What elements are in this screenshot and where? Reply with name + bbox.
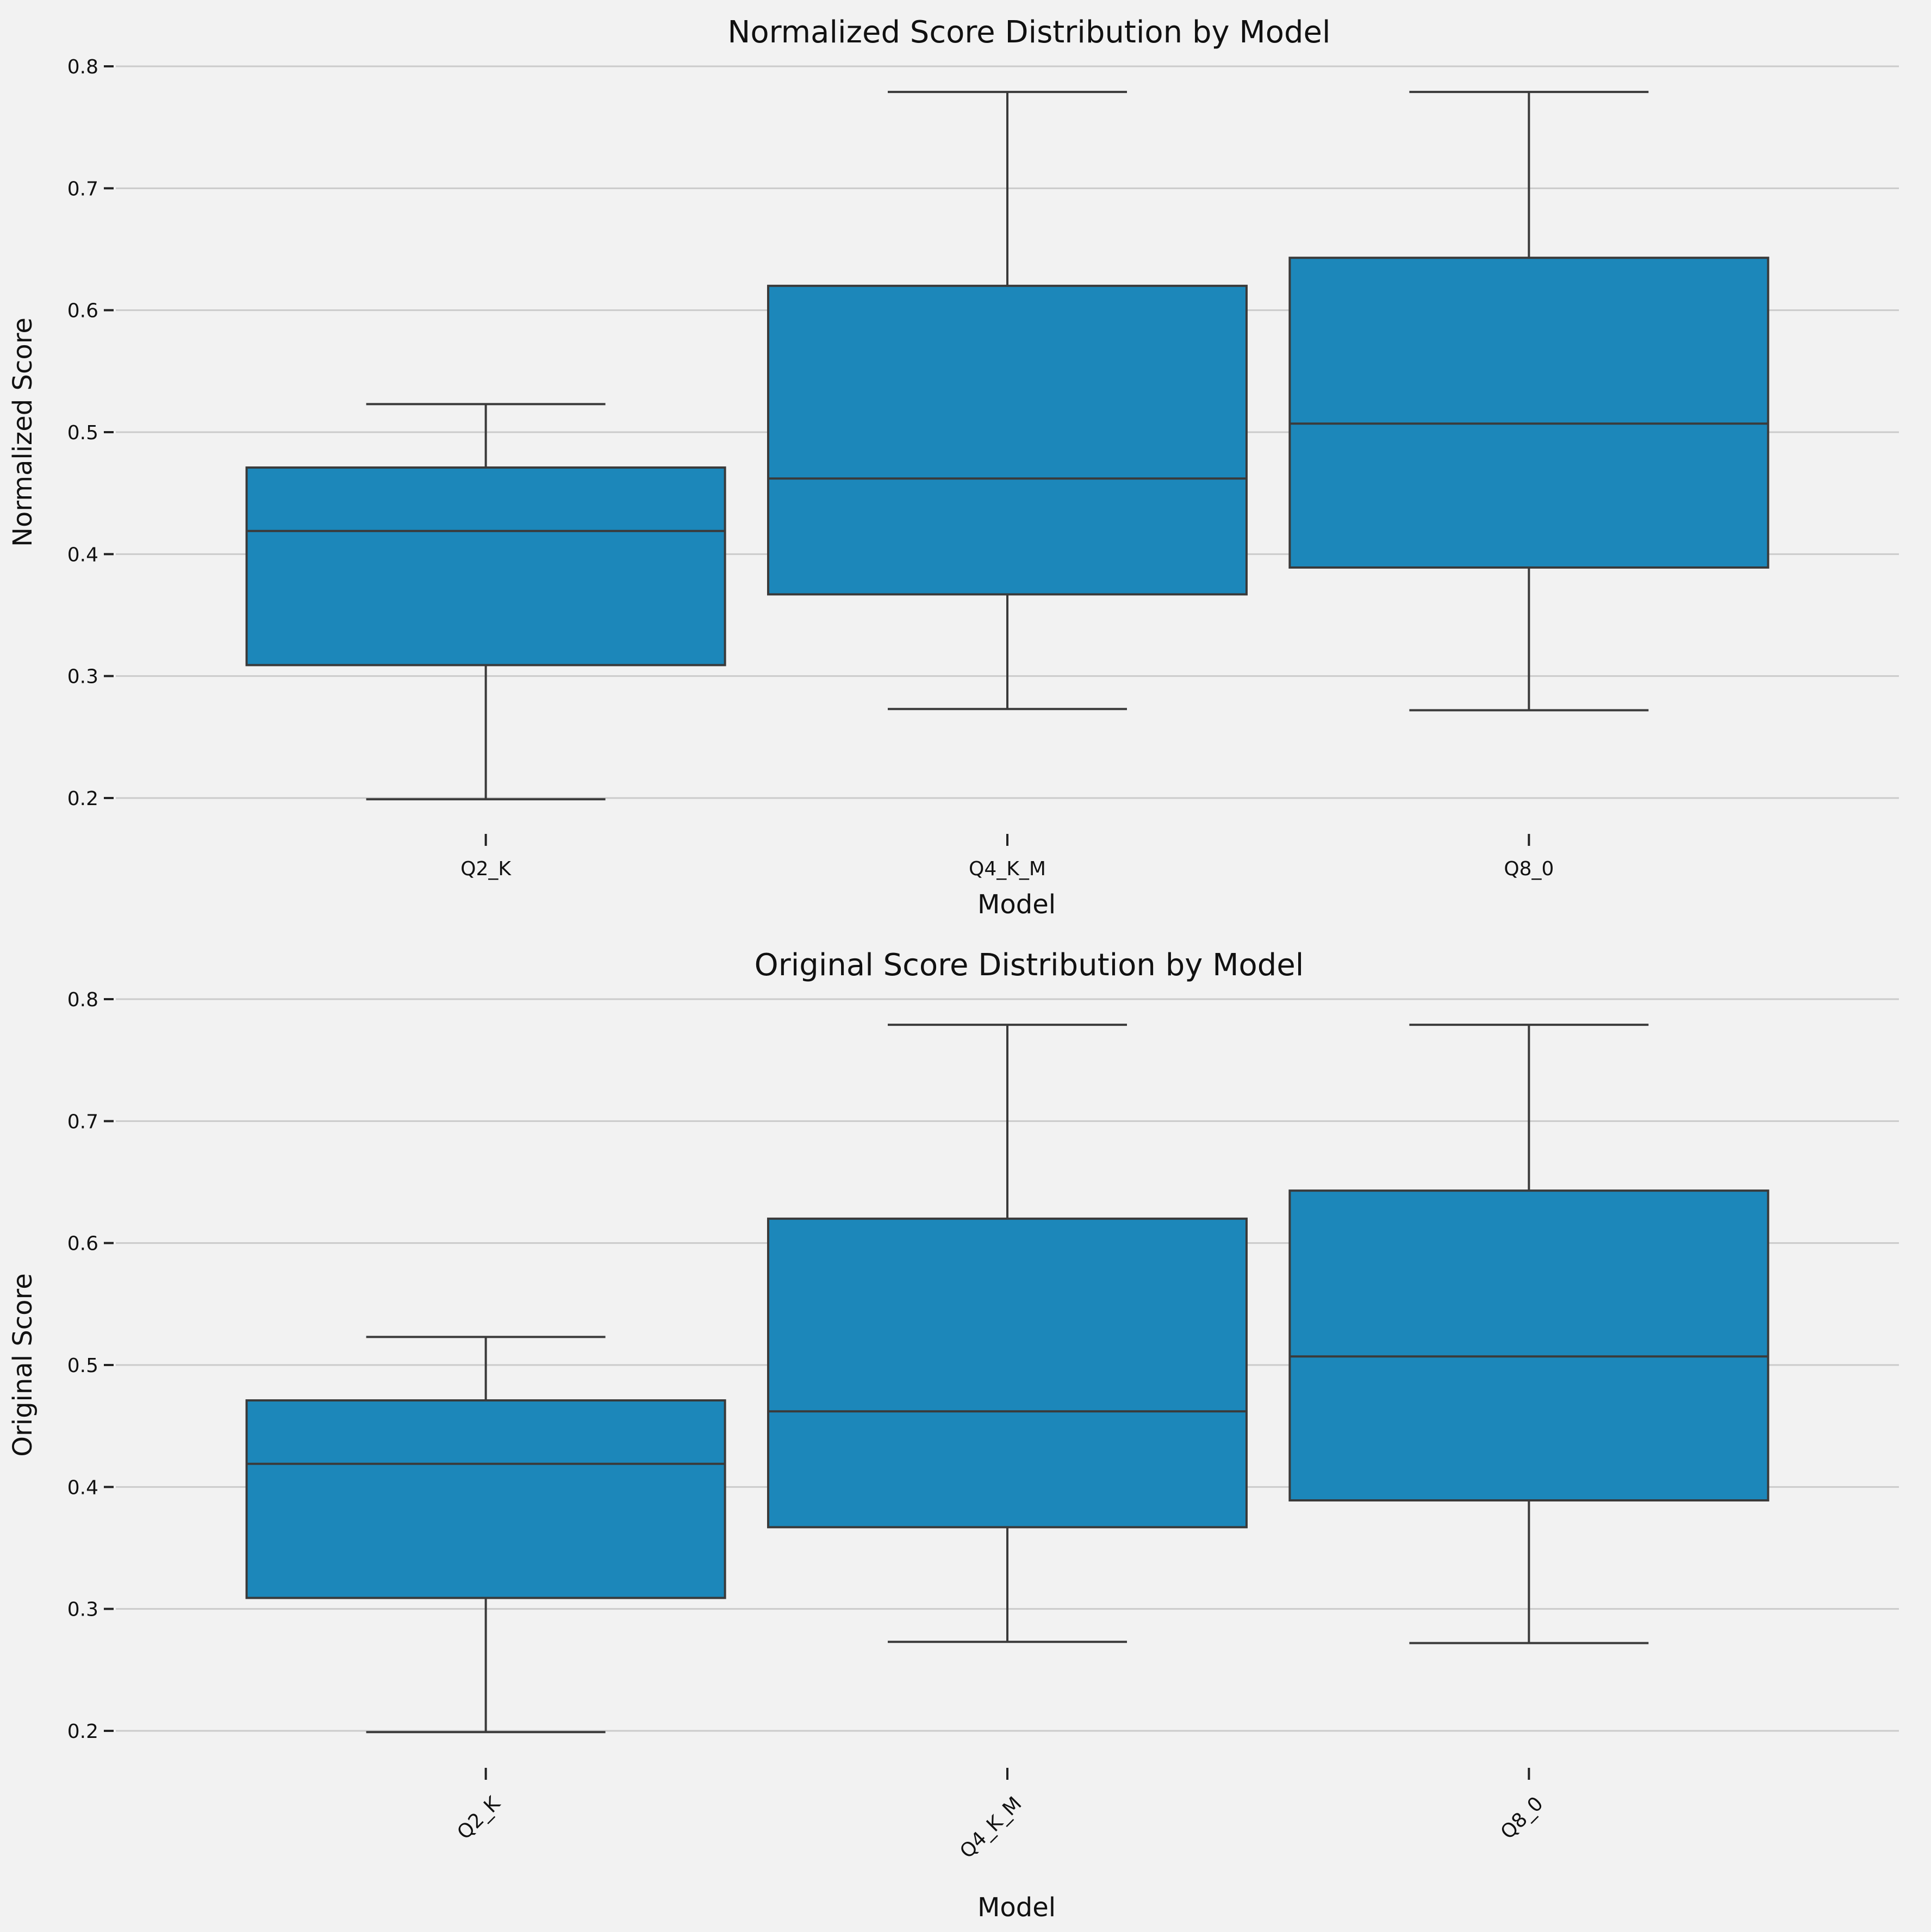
y-tick-label-0-3: 0.3 [67,666,98,688]
y-tick-label-0-8: 0.8 [67,989,98,1011]
box-q4-k-m [767,284,1248,596]
chart-title: Normalized Score Distribution by Model [727,15,1330,50]
y-tick-label-0-6: 0.6 [67,300,98,322]
box-q4-k-m [767,1217,1248,1529]
y-axis-label: Normalized Score [8,317,38,547]
y-tick-label-0-2: 0.2 [67,788,98,810]
box-q8-0 [1288,1189,1770,1502]
x-tick-label-q8-0: Q8_0 [1504,858,1554,880]
x-axis-label: Model [977,1892,1056,1923]
y-tick-label-0-6: 0.6 [67,1233,98,1255]
y-tick-label-0-8: 0.8 [67,56,98,78]
y-tick-label-0-3: 0.3 [67,1599,98,1621]
x-tick-label-q2-k: Q2_K [460,858,512,880]
y-axis-label: Original Score [8,1273,38,1457]
y-tick-label-0-5: 0.5 [67,422,98,444]
chart-title: Original Score Distribution by Model [755,948,1304,983]
y-tick-label-0-4: 0.4 [67,544,98,566]
y-tick-label-0-7: 0.7 [67,1111,98,1133]
x-axis-label: Model [977,889,1056,920]
y-tick-label-0-4: 0.4 [67,1476,98,1499]
y-tick-label-0-2: 0.2 [67,1721,98,1743]
box-q2-k [245,1399,726,1599]
box-q8-0 [1288,257,1770,569]
y-tick-label-0-7: 0.7 [67,178,98,200]
box-q2-k [245,466,726,666]
y-tick-label-0-5: 0.5 [67,1355,98,1377]
chart-normalized: 0.2 0.3 0.4 0.5 0.6 0.7 0.8 Q2_K Q4_K_M Q8_0 Norma… [8,15,1899,920]
x-tick-label-q4-k-m: Q4_K_M [969,858,1046,880]
